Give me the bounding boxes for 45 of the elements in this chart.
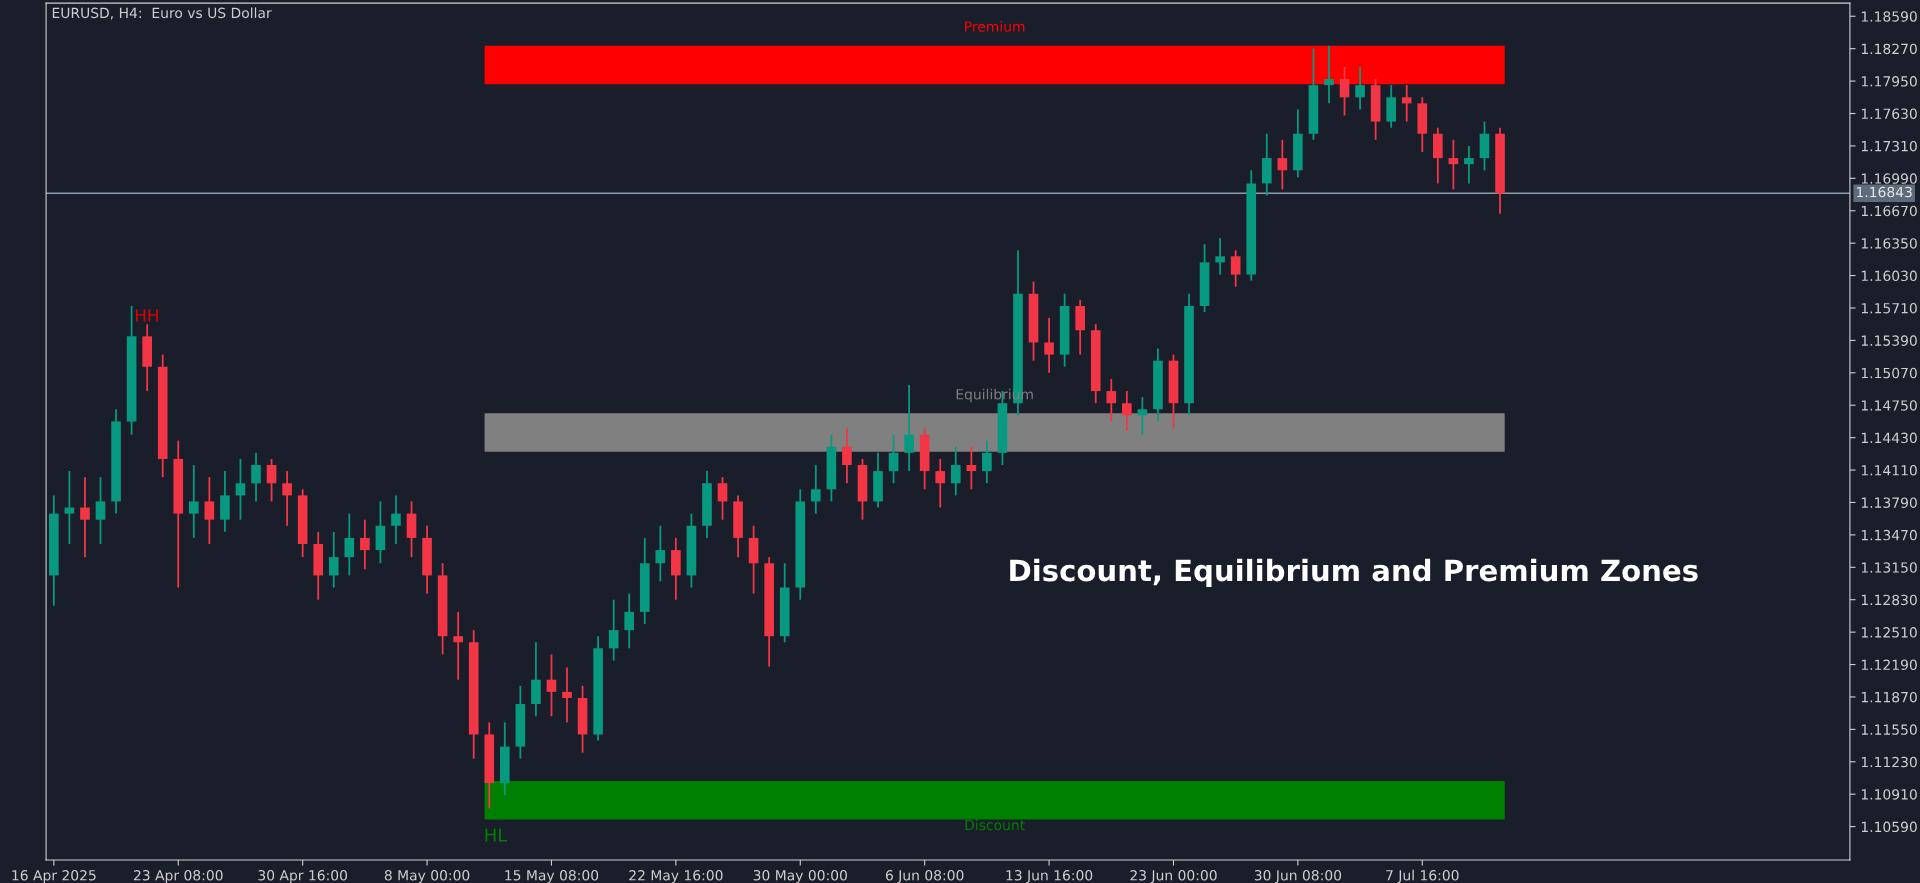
y-tick-label: 1.16670 (1861, 205, 1917, 217)
x-tick-label: 6 Jun 08:00 (885, 870, 964, 883)
band-label: Discount (965, 819, 1025, 831)
annotation: HH (136, 309, 158, 322)
y-tick-label: 1.13790 (1861, 497, 1917, 508)
y-tick-label: 1.17630 (1861, 108, 1917, 119)
chart-title: EURUSD, H4: Euro vs US Dollar (52, 7, 272, 20)
x-tick-label: 30 May 00:00 (753, 870, 847, 883)
y-tick-label: 1.16990 (1861, 173, 1917, 184)
annotation: Discount, Equilibrium and Premium Zones (1010, 558, 1698, 588)
y-tick-label: 1.15070 (1861, 367, 1917, 379)
y-tick-label: 1.14750 (1861, 400, 1917, 411)
x-tick-label: 7 Jul 16:00 (1386, 869, 1459, 883)
x-tick-label: 8 May 00:00 (384, 870, 470, 883)
x-tick-label: 30 Jun 08:00 (1254, 870, 1342, 883)
y-tick-label: 1.12510 (1861, 627, 1917, 638)
y-tick-label: 1.12190 (1861, 659, 1917, 671)
y-tick-label: 1.17950 (1861, 76, 1917, 87)
y-tick-label: 1.12830 (1861, 594, 1917, 606)
band-label: Premium (965, 21, 1025, 32)
y-tick-label: 1.17310 (1861, 140, 1917, 152)
ref-line-label: 1.16843 (1857, 186, 1912, 198)
y-tick-label: 1.18590 (1861, 11, 1917, 22)
y-tick-label: 1.14430 (1861, 432, 1917, 444)
y-tick-label: 1.15710 (1861, 302, 1917, 314)
x-tick-label: 16 Apr 2025 (12, 870, 96, 883)
y-tick-label: 1.10590 (1861, 821, 1917, 833)
y-tick-label: 1.11870 (1861, 691, 1917, 703)
x-tick-label: 13 Jun 16:00 (1006, 870, 1093, 883)
x-tick-label: 15 May 08:00 (505, 870, 599, 883)
y-tick-label: 1.18270 (1861, 43, 1917, 55)
annotation: HL (485, 828, 508, 842)
y-tick-label: 1.10910 (1861, 789, 1917, 800)
y-tick-label: 1.14110 (1861, 465, 1917, 476)
x-tick-label: 23 Jun 00:00 (1130, 870, 1217, 883)
x-tick-label: 23 Apr 08:00 (134, 870, 223, 883)
y-tick-label: 1.16030 (1861, 270, 1917, 282)
y-tick-label: 1.11550 (1861, 724, 1917, 735)
x-tick-label: 30 Apr 16:00 (258, 870, 348, 883)
y-tick-label: 1.16350 (1861, 238, 1917, 249)
y-tick-label: 1.13150 (1861, 562, 1917, 573)
y-tick-label: 1.13470 (1861, 529, 1917, 541)
y-tick-label: 1.15390 (1861, 335, 1917, 346)
x-tick-label: 22 May 16:00 (629, 870, 723, 883)
y-tick-label: 1.11230 (1861, 756, 1917, 768)
